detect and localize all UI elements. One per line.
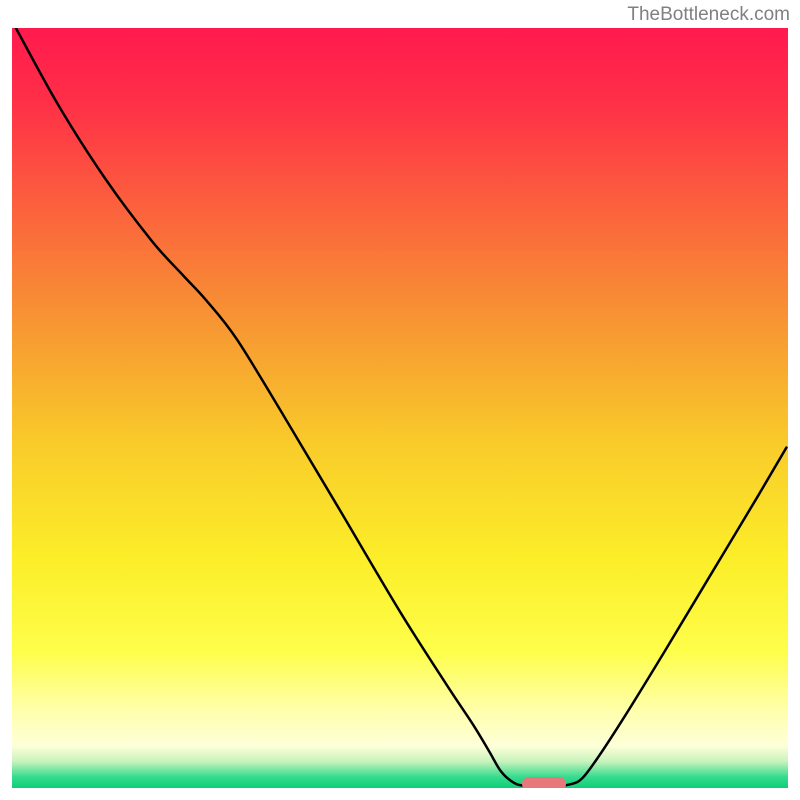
watermark-text: TheBottleneck.com [627,4,790,26]
optimal-marker [522,777,566,788]
chart-container: TheBottleneck.com [0,0,800,800]
chart-area [12,28,788,788]
gradient-background [12,28,788,788]
